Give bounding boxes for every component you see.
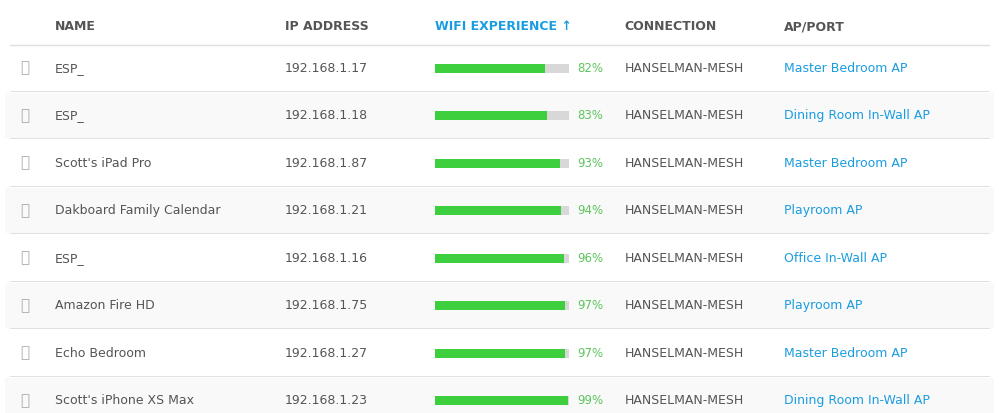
Text: HANSELMAN-MESH: HANSELMAN-MESH: [624, 204, 743, 217]
Text: Playroom AP: Playroom AP: [784, 204, 862, 217]
Text: 99%: 99%: [577, 394, 603, 407]
Text: 97%: 97%: [577, 299, 603, 312]
Text: 💻: 💻: [20, 298, 30, 313]
FancyBboxPatch shape: [435, 301, 565, 310]
Text: 💻: 💻: [20, 251, 30, 266]
Text: NAME: NAME: [55, 20, 96, 33]
Text: 💻: 💻: [20, 108, 30, 123]
Text: Playroom AP: Playroom AP: [784, 299, 862, 312]
Text: 192.168.1.16: 192.168.1.16: [285, 252, 368, 265]
FancyBboxPatch shape: [5, 188, 994, 233]
Text: 💻: 💻: [20, 156, 30, 171]
Text: CONNECTION: CONNECTION: [624, 20, 716, 33]
Text: 192.168.1.23: 192.168.1.23: [285, 394, 368, 407]
Text: Master Bedroom AP: Master Bedroom AP: [784, 157, 907, 170]
Text: 97%: 97%: [577, 347, 603, 360]
Text: ESP_: ESP_: [55, 109, 85, 122]
Text: HANSELMAN-MESH: HANSELMAN-MESH: [624, 157, 743, 170]
Text: Dakboard Family Calendar: Dakboard Family Calendar: [55, 204, 221, 217]
Text: 82%: 82%: [577, 62, 603, 75]
Text: 192.168.1.21: 192.168.1.21: [285, 204, 368, 217]
Text: ESP_: ESP_: [55, 62, 85, 75]
Text: WIFI EXPERIENCE ↑: WIFI EXPERIENCE ↑: [435, 20, 571, 33]
Text: HANSELMAN-MESH: HANSELMAN-MESH: [624, 347, 743, 360]
FancyBboxPatch shape: [5, 235, 994, 281]
FancyBboxPatch shape: [435, 254, 569, 263]
Text: HANSELMAN-MESH: HANSELMAN-MESH: [624, 109, 743, 122]
Text: Echo Bedroom: Echo Bedroom: [55, 347, 146, 360]
FancyBboxPatch shape: [435, 301, 569, 310]
Text: Scott's iPad Pro: Scott's iPad Pro: [55, 157, 151, 170]
FancyBboxPatch shape: [435, 254, 564, 263]
Text: Dining Room In-Wall AP: Dining Room In-Wall AP: [784, 394, 930, 407]
FancyBboxPatch shape: [435, 64, 545, 73]
Text: HANSELMAN-MESH: HANSELMAN-MESH: [624, 62, 743, 75]
Text: 83%: 83%: [577, 109, 603, 122]
FancyBboxPatch shape: [5, 45, 994, 91]
Text: Scott's iPhone XS Max: Scott's iPhone XS Max: [55, 394, 194, 407]
Text: 💻: 💻: [20, 61, 30, 76]
FancyBboxPatch shape: [435, 396, 569, 405]
Text: HANSELMAN-MESH: HANSELMAN-MESH: [624, 394, 743, 407]
FancyBboxPatch shape: [435, 111, 569, 120]
Text: 94%: 94%: [577, 204, 603, 217]
Text: 192.168.1.87: 192.168.1.87: [285, 157, 368, 170]
FancyBboxPatch shape: [435, 349, 565, 358]
Text: HANSELMAN-MESH: HANSELMAN-MESH: [624, 299, 743, 312]
FancyBboxPatch shape: [435, 159, 560, 168]
Text: ESP_: ESP_: [55, 252, 85, 265]
FancyBboxPatch shape: [435, 396, 568, 405]
FancyBboxPatch shape: [5, 283, 994, 328]
Text: HANSELMAN-MESH: HANSELMAN-MESH: [624, 252, 743, 265]
FancyBboxPatch shape: [435, 111, 546, 120]
FancyBboxPatch shape: [435, 206, 561, 215]
FancyBboxPatch shape: [5, 378, 994, 413]
Text: 192.168.1.17: 192.168.1.17: [285, 62, 368, 75]
FancyBboxPatch shape: [5, 93, 994, 138]
Text: 192.168.1.18: 192.168.1.18: [285, 109, 368, 122]
Text: 93%: 93%: [577, 157, 603, 170]
Text: Office In-Wall AP: Office In-Wall AP: [784, 252, 887, 265]
FancyBboxPatch shape: [5, 330, 994, 376]
Text: Amazon Fire HD: Amazon Fire HD: [55, 299, 155, 312]
Text: 96%: 96%: [577, 252, 603, 265]
Text: Master Bedroom AP: Master Bedroom AP: [784, 347, 907, 360]
Text: 💻: 💻: [20, 203, 30, 218]
Text: IP ADDRESS: IP ADDRESS: [285, 20, 369, 33]
Text: AP/PORT: AP/PORT: [784, 20, 845, 33]
Text: 192.168.1.27: 192.168.1.27: [285, 347, 368, 360]
FancyBboxPatch shape: [435, 159, 569, 168]
FancyBboxPatch shape: [435, 64, 569, 73]
FancyBboxPatch shape: [435, 349, 569, 358]
FancyBboxPatch shape: [5, 140, 994, 186]
Text: 192.168.1.75: 192.168.1.75: [285, 299, 368, 312]
Text: 💻: 💻: [20, 346, 30, 361]
FancyBboxPatch shape: [435, 206, 569, 215]
Text: Dining Room In-Wall AP: Dining Room In-Wall AP: [784, 109, 930, 122]
Text: 💻: 💻: [20, 393, 30, 408]
Text: Master Bedroom AP: Master Bedroom AP: [784, 62, 907, 75]
